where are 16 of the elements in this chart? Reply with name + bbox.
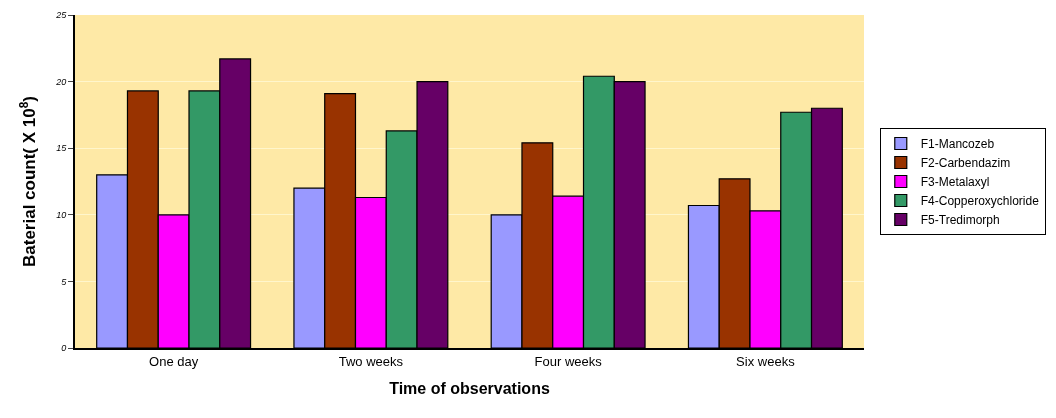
x-axis-title: Time of observations xyxy=(389,379,550,397)
x-tick-label: One day xyxy=(149,353,199,369)
legend-label: F4-Copperoxychloride xyxy=(920,194,1040,209)
y-tick-label: 0 xyxy=(61,343,67,354)
y-tick-label: 15 xyxy=(56,143,68,154)
legend-label: F5-Tredimorph xyxy=(920,213,1000,228)
y-tick-label: 25 xyxy=(55,10,68,21)
x-tick-label: Four weeks xyxy=(534,353,603,369)
legend-label: F3-Metalaxyl xyxy=(920,175,990,190)
y-tick-label: 5 xyxy=(61,276,68,287)
y-tick-label: 20 xyxy=(55,76,67,87)
legend-label: F1-Mancozeb xyxy=(920,137,995,152)
legend-label: F2-Carbendazim xyxy=(920,156,1011,171)
x-tick-label: Six weeks xyxy=(736,353,796,369)
x-tick-label: Two weeks xyxy=(338,353,404,369)
y-tick-label: 10 xyxy=(56,209,67,220)
